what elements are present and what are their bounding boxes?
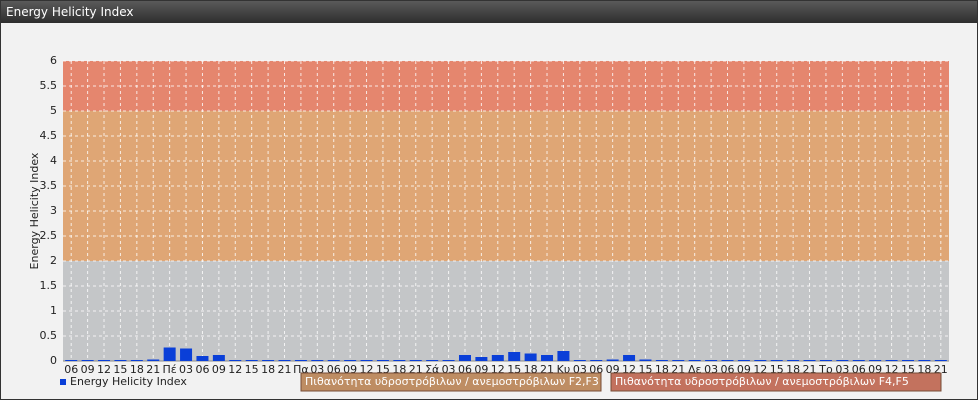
bar bbox=[65, 360, 78, 361]
bar bbox=[114, 360, 127, 361]
bar bbox=[98, 360, 111, 361]
bar bbox=[278, 360, 291, 361]
bar bbox=[344, 360, 357, 361]
bar bbox=[311, 360, 324, 361]
x-tick-label: 12 bbox=[97, 363, 111, 376]
bar bbox=[737, 360, 750, 361]
y-tick-label: 1 bbox=[50, 304, 57, 317]
x-tick-label: 12 bbox=[228, 363, 242, 376]
y-tick-label: 4 bbox=[50, 154, 57, 167]
bar bbox=[655, 360, 668, 361]
bar bbox=[147, 359, 160, 361]
bar bbox=[705, 360, 718, 361]
bar bbox=[426, 360, 439, 361]
bar bbox=[688, 360, 701, 361]
bar bbox=[836, 360, 849, 361]
x-tick-label: 03 bbox=[179, 363, 193, 376]
band-legend-label: Πιθανότητα υδροστρόβιλων / ανεμοστρόβιλω… bbox=[615, 375, 909, 388]
x-tick-label: 15 bbox=[245, 363, 259, 376]
x-tick-label: 18 bbox=[261, 363, 275, 376]
x-tick-label: 18 bbox=[130, 363, 144, 376]
bar bbox=[491, 355, 504, 361]
bar bbox=[721, 360, 734, 361]
bar bbox=[376, 360, 389, 361]
bar bbox=[541, 355, 554, 361]
bar bbox=[672, 360, 685, 361]
y-tick-label: 2.5 bbox=[40, 229, 58, 242]
x-tick-label: 21 bbox=[146, 363, 160, 376]
y-tick-label: 0 bbox=[50, 354, 57, 367]
y-tick-label: 0.5 bbox=[40, 329, 58, 342]
bar bbox=[819, 360, 832, 361]
bar bbox=[163, 347, 176, 361]
bar bbox=[212, 355, 225, 361]
chart: Energy Helicity Index 0 0.5 1 1.5 2 2.5 3 3.5 4 4… bbox=[28, 54, 949, 392]
legend-label: Energy Helicity Index bbox=[70, 375, 187, 388]
bar bbox=[770, 360, 783, 361]
bar bbox=[590, 360, 603, 361]
bar bbox=[508, 352, 521, 361]
bar bbox=[245, 360, 258, 361]
bar bbox=[787, 360, 800, 361]
bar bbox=[180, 348, 193, 361]
y-tick-label: 6 bbox=[50, 54, 57, 67]
y-tick-label: 5.5 bbox=[40, 79, 58, 92]
bar bbox=[294, 360, 307, 361]
x-tick-label: 21 bbox=[278, 363, 292, 376]
panel-title: Energy Helicity Index bbox=[1, 1, 977, 23]
bar bbox=[918, 360, 931, 361]
x-tick-label: Πέ bbox=[163, 363, 177, 376]
x-tick-label: 09 bbox=[81, 363, 95, 376]
y-axis-label: Energy Helicity Index bbox=[28, 152, 41, 269]
bar bbox=[81, 360, 94, 361]
y-tick-label: 1.5 bbox=[40, 279, 58, 292]
y-tick-label: 5 bbox=[50, 104, 57, 117]
bar bbox=[557, 351, 570, 361]
bar bbox=[475, 357, 488, 361]
x-tick-label: 06 bbox=[64, 363, 78, 376]
bar bbox=[130, 360, 143, 361]
legend-marker bbox=[60, 379, 66, 385]
bar bbox=[458, 355, 471, 361]
bar bbox=[196, 356, 209, 361]
band-legend-box bbox=[610, 372, 942, 392]
bar bbox=[803, 360, 816, 361]
bar bbox=[229, 360, 242, 361]
bar bbox=[885, 360, 898, 361]
y-tick-label: 2 bbox=[50, 254, 57, 267]
bar bbox=[573, 360, 586, 361]
y-tick-label: 3.5 bbox=[40, 179, 58, 192]
bar bbox=[934, 360, 947, 361]
bar bbox=[639, 359, 652, 361]
bar bbox=[442, 360, 455, 361]
x-tick-label: 15 bbox=[113, 363, 127, 376]
bar bbox=[262, 360, 275, 361]
bar bbox=[360, 360, 373, 361]
bar bbox=[869, 360, 882, 361]
bar bbox=[393, 360, 406, 361]
bar bbox=[327, 360, 340, 361]
bar bbox=[606, 359, 619, 361]
band-legend-box bbox=[300, 372, 602, 392]
x-tick-label: 06 bbox=[195, 363, 209, 376]
bar bbox=[754, 360, 767, 361]
y-tick-label: 4.5 bbox=[40, 129, 58, 142]
bar bbox=[524, 353, 537, 361]
x-tick-label: 09 bbox=[212, 363, 226, 376]
bar bbox=[901, 360, 914, 361]
bar bbox=[409, 360, 422, 361]
band-legend-label: Πιθανότητα υδροστρόβιλων / ανεμοστρόβιλω… bbox=[305, 375, 599, 388]
y-tick-label: 3 bbox=[50, 204, 57, 217]
bar bbox=[852, 360, 865, 361]
bar bbox=[623, 355, 636, 361]
